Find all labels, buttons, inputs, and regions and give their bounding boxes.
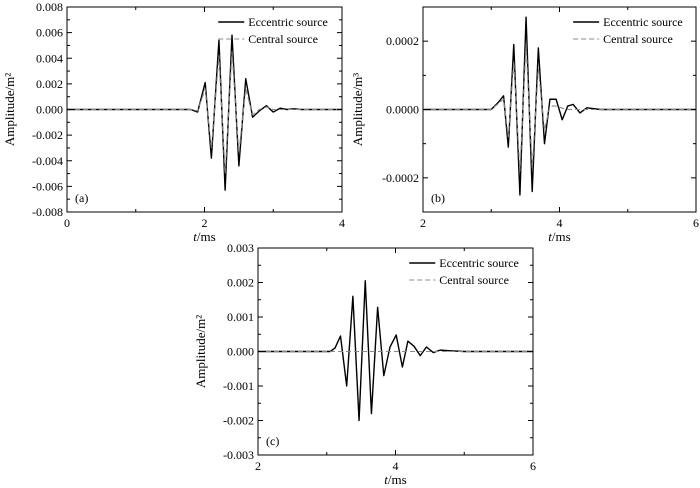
panel-label: (c) xyxy=(266,434,279,448)
y-tick-label: 0.004 xyxy=(36,51,63,65)
legend-entry-0: Eccentric source xyxy=(439,256,519,270)
y-tick-label: 0.0000 xyxy=(386,103,419,117)
legend-entry-0: Eccentric source xyxy=(248,15,328,29)
y-tick-label: -0.002 xyxy=(32,128,63,142)
series-line-0 xyxy=(258,280,533,422)
series-line-1 xyxy=(67,51,342,175)
x-axis-label-unit: /ms xyxy=(388,472,407,487)
x-tick-label: 4 xyxy=(557,216,563,230)
x-tick-label: 2 xyxy=(255,459,261,473)
y-tick-label: 0.003 xyxy=(227,241,254,255)
series-line-1 xyxy=(423,44,696,172)
legend-entry-1: Central source xyxy=(603,32,673,46)
y-tick-label: 0.008 xyxy=(36,0,63,14)
x-axis-label-unit: /ms xyxy=(197,229,216,244)
y-axis-label: Amplitude/m³ xyxy=(350,73,365,146)
y-tick-label: -0.003 xyxy=(223,448,254,462)
x-tick-label: 6 xyxy=(530,459,536,473)
y-tick-label: 0.000 xyxy=(227,345,254,359)
y-axis-label: Amplitude/m² xyxy=(193,315,208,388)
y-tick-label: -0.008 xyxy=(32,205,63,219)
panel-0: 0 2 4 -0.008 -0.006 -0.004 -0.002 0.000 0.002 0.0… xyxy=(2,0,345,244)
legend-entry-1: Central source xyxy=(439,273,509,287)
y-tick-label: -0.004 xyxy=(32,154,63,168)
x-axis-label-var: t xyxy=(548,229,552,244)
legend-entry-0: Eccentric source xyxy=(603,15,683,29)
y-tick-label: 0.001 xyxy=(227,310,254,324)
y-tick-label: -0.006 xyxy=(32,179,63,193)
x-axis-label: t/ms xyxy=(193,229,215,244)
x-tick-label: 2 xyxy=(202,216,208,230)
y-tick-label: -0.001 xyxy=(223,379,254,393)
panel-label: (a) xyxy=(75,191,88,205)
y-axis-label: Amplitude/m² xyxy=(2,73,17,146)
x-axis-label-var: t xyxy=(384,472,388,487)
x-axis-label-unit: /ms xyxy=(552,229,571,244)
y-tick-label: -0.0002 xyxy=(382,171,419,185)
x-axis-label: t/ms xyxy=(548,229,570,244)
x-tick-label: 0 xyxy=(64,216,70,230)
y-tick-label: 0.006 xyxy=(36,26,63,40)
panel-1: 2 4 6 -0.0002 0.0000 0.0002 t/ms Amplitude/m³ (b… xyxy=(350,6,699,244)
y-tick-label: 0.000 xyxy=(36,103,63,117)
legend-entry-1: Central source xyxy=(248,32,318,46)
panel-2: 2 4 6 -0.003 -0.002 -0.001 0.000 0.001 0.002 0.00… xyxy=(193,241,536,487)
x-tick-label: 4 xyxy=(339,216,345,230)
panel-label: (b) xyxy=(431,191,445,205)
x-axis-label: t/ms xyxy=(384,472,406,487)
y-tick-label: 0.002 xyxy=(36,77,63,91)
series-line-0 xyxy=(67,34,342,191)
x-tick-label: 4 xyxy=(393,459,399,473)
x-tick-label: 6 xyxy=(693,216,699,230)
x-tick-label: 2 xyxy=(420,216,426,230)
y-tick-label: 0.002 xyxy=(227,276,254,290)
y-tick-label: 0.0002 xyxy=(386,34,419,48)
y-tick-label: -0.002 xyxy=(223,414,254,428)
x-axis-label-var: t xyxy=(193,229,197,244)
